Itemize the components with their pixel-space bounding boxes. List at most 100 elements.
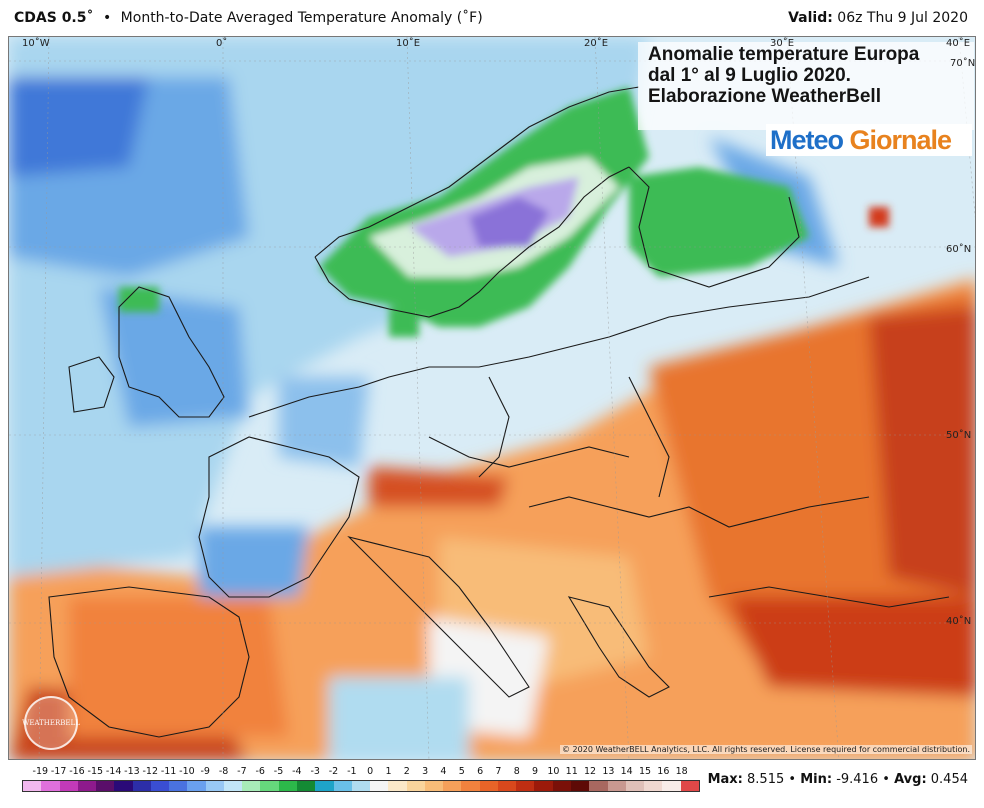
- legend-tick: 10: [547, 766, 560, 777]
- brand-part-1: Meteo: [770, 125, 844, 155]
- header-bullet: •: [102, 10, 112, 26]
- product-description: Month-to-Date Averaged Temperature Anoma…: [120, 10, 483, 26]
- max-label: Max:: [707, 772, 743, 787]
- legend-swatch: [552, 781, 571, 791]
- legend-swatch: [516, 781, 535, 791]
- model-name: CDAS 0.5˚: [14, 10, 94, 26]
- avg-value: 0.454: [930, 772, 968, 787]
- legend-swatch: [114, 781, 133, 791]
- legend-swatch: [625, 781, 645, 791]
- legend-swatch: [132, 781, 151, 791]
- legend-tick: -10: [179, 766, 195, 777]
- legend-swatch: [644, 781, 663, 791]
- coastlines: [48, 86, 950, 738]
- lon-label: 30˚E: [770, 38, 795, 49]
- legend-swatch: [388, 781, 407, 791]
- legend-tick: 16: [657, 766, 670, 777]
- legend-tick: -12: [142, 766, 159, 777]
- legend-swatch: [534, 781, 553, 791]
- scandinavia-anomaly: [119, 87, 889, 337]
- legend-tick: 3: [422, 766, 429, 777]
- legend-tick: -7: [237, 766, 247, 777]
- legend-tick: 15: [638, 766, 652, 777]
- stats-bullet: •: [882, 772, 890, 787]
- valid-label: Valid:: [788, 10, 833, 26]
- stats-bullet: •: [788, 772, 797, 787]
- max-value: 8.515: [747, 772, 785, 787]
- legend-swatch: [680, 781, 699, 791]
- legend-tick: -4: [292, 766, 302, 777]
- legend-swatch: [77, 781, 97, 791]
- overlay-line-3: Elaborazione WeatherBell: [648, 86, 881, 107]
- legend-tick: 2: [403, 766, 410, 777]
- lon-label: 10˚W: [22, 38, 50, 49]
- legend-tick: 8: [513, 766, 520, 777]
- lat-label: 50˚N: [946, 430, 972, 441]
- legend-tick: 5: [458, 766, 465, 777]
- legend-tick: 4: [440, 766, 447, 777]
- legend-tick: -6: [255, 766, 265, 777]
- legend-tick: 1: [385, 766, 392, 777]
- legend-tick: -17: [50, 766, 67, 777]
- legend-tick: 11: [565, 766, 578, 777]
- legend-swatch: [296, 781, 316, 791]
- legend-swatch: [479, 781, 498, 791]
- legend-tick: 0: [367, 766, 374, 777]
- lon-label: 0˚: [216, 38, 228, 49]
- copyright-notice: © 2020 WeatherBELL Analytics, LLC. All r…: [560, 745, 972, 754]
- legend-tick: 12: [584, 766, 597, 777]
- legend-swatch: [260, 781, 279, 791]
- legend-swatch: [497, 781, 517, 791]
- watermark-text: WEATHERBELL: [22, 719, 80, 727]
- legend-tick: -16: [69, 766, 85, 777]
- legend-swatch: [205, 781, 224, 791]
- legend-swatch: [187, 781, 206, 791]
- legend-swatch: [278, 781, 297, 791]
- lon-label: 10˚E: [396, 38, 421, 49]
- legend-tick: 7: [495, 766, 502, 777]
- legend-swatch: [424, 781, 444, 791]
- lon-label: 40˚E: [946, 38, 971, 49]
- legend-tick: 18: [675, 766, 688, 777]
- legend-swatch: [59, 781, 78, 791]
- stats-summary: Max: 8.515 • Min: -9.416 • Avg: 0.454: [708, 772, 968, 787]
- legend-tick: -19: [32, 766, 49, 777]
- legend-swatch: [443, 781, 462, 791]
- legend-tick: -15: [87, 766, 104, 777]
- legend-tick: -5: [273, 766, 284, 777]
- legend-tick: -14: [105, 766, 122, 777]
- header-right: Valid: 06z Thu 9 Jul 2020: [788, 10, 968, 26]
- legend-tick: -13: [124, 766, 140, 777]
- legend-swatch: [169, 781, 188, 791]
- valid-time: 06z Thu 9 Jul 2020: [837, 10, 968, 26]
- min-label: Min:: [800, 772, 833, 787]
- legend-swatch: [333, 781, 352, 791]
- title-overlay: Anomalie temperature Europa dal 1° al 9 …: [638, 42, 974, 130]
- legend-swatch: [223, 781, 243, 791]
- legend-swatch: [242, 781, 261, 791]
- brand-logo: Meteo Giornale: [766, 124, 972, 156]
- legend-swatch: [406, 781, 425, 791]
- legend-swatch: [662, 781, 681, 791]
- legend-swatch: [351, 781, 371, 791]
- map-header: CDAS 0.5˚ • Month-to-Date Averaged Tempe…: [0, 0, 984, 36]
- legend-swatch: [23, 781, 42, 791]
- legend-swatch: [41, 781, 60, 791]
- overlay-line-1: Anomalie temperature Europa: [648, 44, 920, 65]
- avg-label: Avg:: [894, 772, 927, 787]
- lat-label: 60˚N: [946, 244, 972, 255]
- legend-tick: -11: [160, 766, 177, 777]
- weatherbell-watermark: WEATHERBELL: [22, 696, 80, 750]
- min-value: -9.416: [836, 772, 879, 787]
- legend-tick: -1: [347, 766, 357, 777]
- legend-swatch: [315, 781, 334, 791]
- header-left: CDAS 0.5˚ • Month-to-Date Averaged Tempe…: [14, 10, 483, 26]
- legend-tick: 14: [620, 766, 633, 777]
- legend-swatch: [570, 781, 590, 791]
- lat-label: 40˚N: [946, 616, 972, 627]
- legend-swatch: [96, 781, 115, 791]
- brand-part-2: Giornale: [849, 125, 953, 155]
- legend-tick: -8: [218, 766, 229, 777]
- legend-tick: -2: [328, 766, 339, 777]
- legend-tick: 9: [532, 766, 539, 777]
